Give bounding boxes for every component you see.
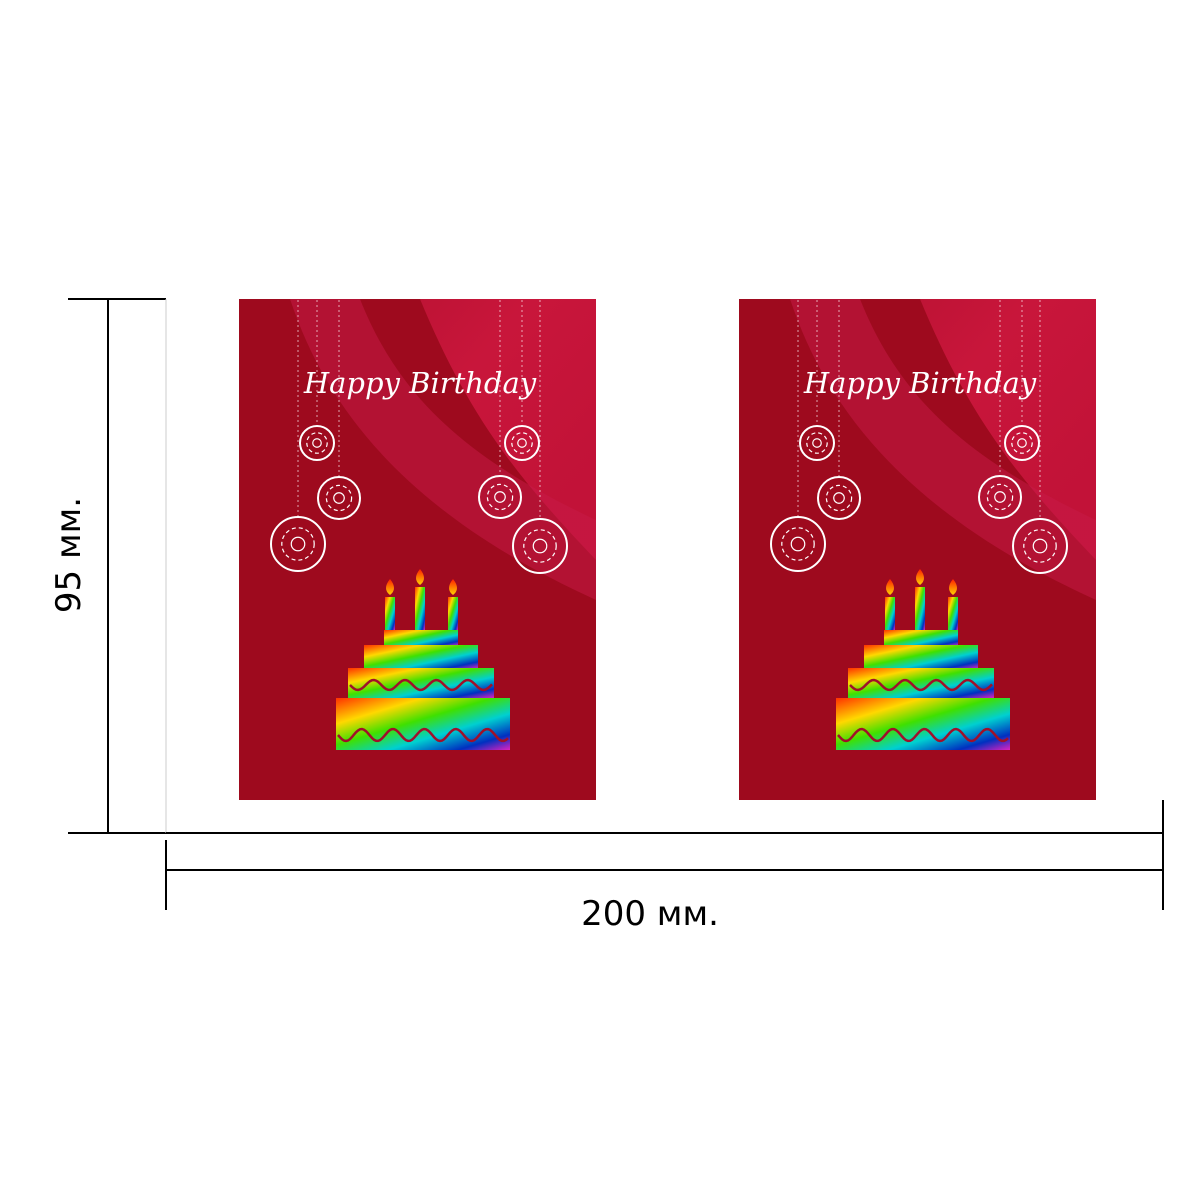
ornament-core	[312, 438, 322, 448]
ornament	[512, 518, 568, 574]
ornament	[504, 425, 540, 461]
candle	[915, 587, 925, 630]
card-title: Happy Birthday	[803, 366, 1037, 400]
cake-tier	[336, 698, 510, 750]
ornament	[270, 516, 326, 572]
ornament-core	[1032, 538, 1048, 554]
ornament-core	[517, 438, 527, 448]
ornament-inner	[1011, 432, 1033, 454]
candle	[885, 597, 895, 630]
ornament-core	[494, 491, 506, 503]
ornament-core	[333, 492, 345, 504]
ornament-core	[790, 536, 806, 552]
icing	[337, 727, 509, 743]
ornament-inner	[486, 483, 514, 511]
ornament-core	[290, 536, 306, 552]
flame	[449, 579, 457, 595]
cake-tier	[364, 645, 478, 669]
card-swirl	[790, 299, 1096, 600]
card-swirl	[739, 299, 1096, 560]
candle	[448, 597, 458, 630]
ornament-core	[994, 491, 1006, 503]
ornament-inner	[806, 432, 828, 454]
ornament	[1012, 518, 1068, 574]
card-title: Happy Birthday	[303, 366, 537, 400]
icing	[849, 678, 993, 692]
ornament-inner	[306, 432, 328, 454]
ornament	[299, 425, 335, 461]
candle	[415, 587, 425, 630]
ornament-inner	[523, 529, 557, 563]
card-swirl	[239, 299, 596, 560]
icing	[349, 678, 493, 692]
flame	[386, 579, 394, 595]
ornament	[478, 475, 522, 519]
candle	[385, 597, 395, 630]
flame	[949, 579, 957, 595]
birthday-card: Happy Birthday	[739, 299, 1096, 800]
cake-tier	[864, 645, 978, 669]
cake-tier	[884, 630, 958, 646]
card-swirl	[290, 299, 596, 600]
ornament-inner	[511, 432, 533, 454]
ornament-core	[1017, 438, 1027, 448]
birthday-card: Happy Birthday	[239, 299, 596, 800]
ornament-core	[833, 492, 845, 504]
cake-tier	[348, 668, 494, 698]
cake-tier	[836, 698, 1010, 750]
ornament-inner	[825, 484, 853, 512]
candle	[948, 597, 958, 630]
flame	[416, 569, 424, 585]
dimension-lines: 200 мм. 95 мм.	[49, 298, 1164, 934]
ornament-core	[812, 438, 822, 448]
ornament	[770, 516, 826, 572]
ornament	[317, 476, 361, 520]
cake-tier	[848, 668, 994, 698]
ornament-inner	[281, 527, 315, 561]
flame	[916, 569, 924, 585]
ornament-core	[532, 538, 548, 554]
ornament-inner	[1023, 529, 1057, 563]
ornament	[799, 425, 835, 461]
ornament	[1004, 425, 1040, 461]
width-label: 200 мм.	[581, 894, 719, 934]
cards: Happy Birthday Happy Birthday	[239, 299, 1096, 800]
ornament-inner	[325, 484, 353, 512]
ornament	[978, 475, 1022, 519]
ornament-inner	[781, 527, 815, 561]
icing	[837, 727, 1009, 743]
ornament-inner	[986, 483, 1014, 511]
cake-tier	[384, 630, 458, 646]
ornament	[817, 476, 861, 520]
height-label: 95 мм.	[49, 497, 89, 613]
flame	[886, 579, 894, 595]
